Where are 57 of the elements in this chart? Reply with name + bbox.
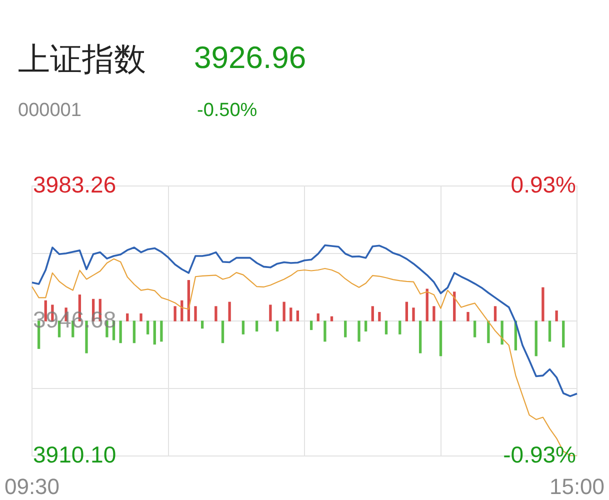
y-tick-label: 3983.26 <box>33 171 116 198</box>
bar <box>146 320 150 334</box>
bar <box>432 306 436 322</box>
bar <box>344 320 347 338</box>
bar <box>160 320 163 342</box>
chart-title: 上证指数 <box>18 39 146 80</box>
bar <box>548 320 552 342</box>
bar <box>242 320 245 334</box>
bar <box>398 320 402 334</box>
bar <box>534 320 538 356</box>
bar <box>310 320 313 330</box>
bar <box>126 313 129 322</box>
bar <box>494 306 497 322</box>
bar <box>214 306 218 322</box>
y-tick-label: 3910.10 <box>33 441 116 468</box>
bar <box>282 302 286 322</box>
bar <box>228 302 231 322</box>
y2-tick-label: 0.93% <box>510 171 576 198</box>
text: 3926.96 <box>194 40 306 76</box>
bar <box>316 313 320 322</box>
bar <box>473 320 476 338</box>
bar <box>466 312 470 322</box>
bar <box>378 312 381 322</box>
bar <box>330 316 334 322</box>
bar <box>132 320 136 344</box>
bar <box>194 306 197 322</box>
bar <box>276 320 279 332</box>
bar <box>500 320 504 345</box>
bar <box>296 310 300 322</box>
bar <box>384 320 388 334</box>
bar <box>200 320 204 329</box>
bar <box>174 306 176 322</box>
x-tick-label: 09:30 <box>4 474 60 499</box>
bar <box>358 320 360 342</box>
bar <box>426 288 428 322</box>
bar <box>405 302 408 322</box>
bar <box>418 320 422 354</box>
bar <box>555 310 558 322</box>
bar <box>439 320 442 356</box>
bar <box>324 320 326 342</box>
bar <box>371 306 374 322</box>
bar <box>140 313 142 322</box>
x-tick-label: 15:00 <box>549 474 605 499</box>
bar <box>221 320 224 344</box>
y2-tick-label: -0.93% <box>503 441 576 468</box>
bar <box>487 320 490 344</box>
bar <box>562 320 565 348</box>
bar <box>255 320 258 332</box>
bar <box>412 308 415 322</box>
text: -0.50% <box>197 100 258 122</box>
bar <box>290 308 292 322</box>
bar <box>153 320 156 345</box>
chart-subtitle: 000001 <box>18 100 82 122</box>
bar <box>542 287 544 322</box>
bar <box>269 304 272 322</box>
bar <box>119 320 122 344</box>
bar <box>364 320 368 332</box>
